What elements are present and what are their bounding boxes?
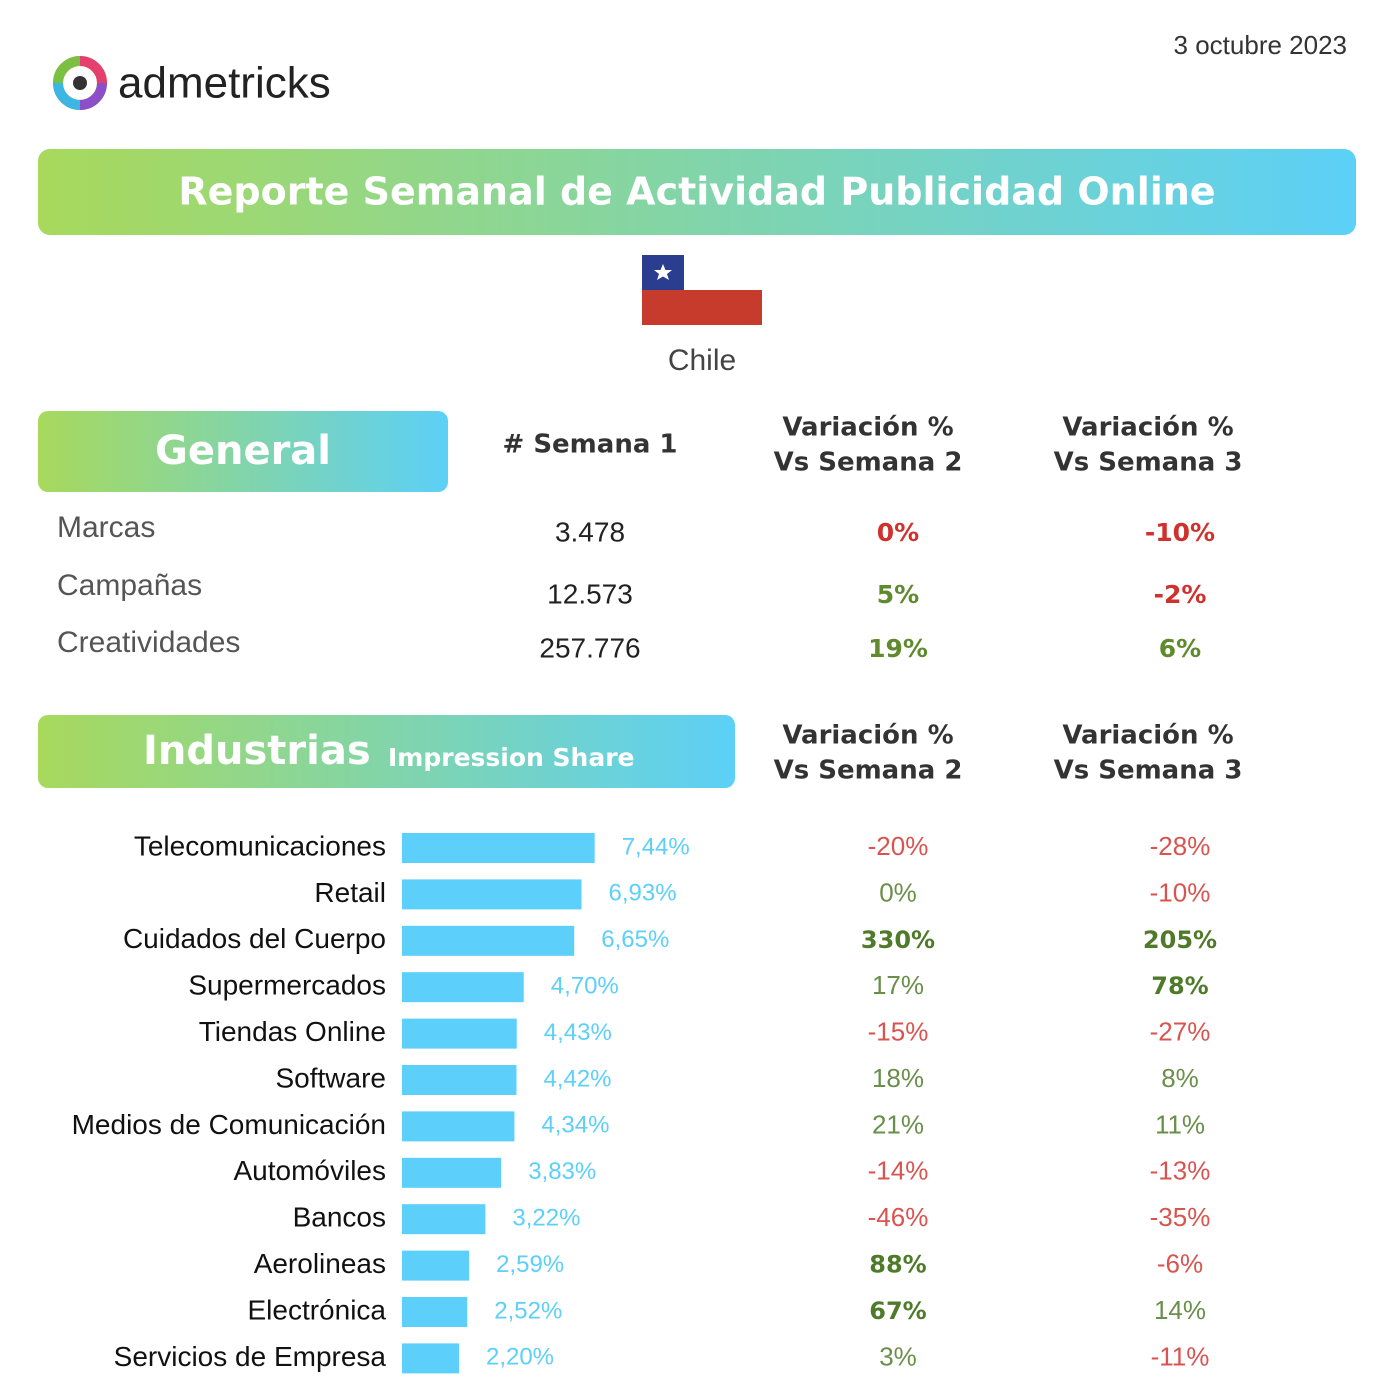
variation: 8% [1161, 1063, 1199, 1093]
category-label: Cuidados del Cuerpo [123, 923, 386, 954]
bar [402, 1204, 486, 1235]
report-title: Reporte Semanal de Actividad Publicidad … [178, 170, 1215, 214]
column-header: Variación % [1062, 721, 1233, 751]
variation: 11% [1155, 1109, 1205, 1139]
bar [402, 972, 524, 1003]
variation: -10% [1150, 877, 1211, 907]
cell: -2% [1154, 580, 1207, 609]
bar [402, 1111, 515, 1142]
category-label: Supermercados [188, 970, 386, 1001]
value-label: 4,43% [544, 1019, 612, 1046]
value-label: 2,52% [494, 1297, 562, 1324]
column-header: # Semana 1 [502, 430, 677, 460]
row-label: Campañas [57, 569, 202, 602]
column-header: Variación % [782, 413, 953, 443]
cell: 6% [1159, 634, 1201, 663]
variation: -35% [1150, 1202, 1211, 1232]
variation: -11% [1151, 1341, 1210, 1371]
variation: -28% [1150, 831, 1211, 861]
variation: -27% [1150, 1016, 1211, 1046]
value-label: 6,65% [601, 926, 669, 953]
bar [402, 1157, 502, 1188]
industries-title: Industrias [143, 728, 371, 774]
value-label: 2,59% [496, 1251, 564, 1278]
bar [402, 1297, 468, 1327]
cell: 12.573 [547, 578, 633, 609]
category-label: Aerolineas [254, 1248, 386, 1279]
bar [402, 1065, 517, 1095]
column-header: Vs Semana 3 [1054, 448, 1243, 478]
value-label: 3,83% [528, 1158, 596, 1185]
general-title: General [155, 428, 331, 474]
logo-text: admetricks [118, 59, 331, 108]
column-header: Vs Semana 3 [1054, 756, 1243, 786]
variation: 18% [872, 1063, 924, 1093]
value-label: 4,42% [543, 1065, 611, 1092]
variation: -6% [1157, 1248, 1203, 1278]
variation: 17% [872, 970, 924, 1000]
variation: 0% [879, 877, 917, 907]
variation: -20% [868, 831, 929, 861]
variation: -14% [868, 1156, 929, 1186]
value-label: 2,20% [486, 1344, 554, 1371]
variation: 3% [879, 1341, 917, 1371]
category-label: Retail [314, 877, 386, 908]
cell: 19% [868, 634, 928, 663]
bar [402, 1018, 517, 1049]
variation: 21% [872, 1109, 924, 1139]
value-label: 3,22% [512, 1205, 580, 1232]
bar [402, 925, 575, 956]
variation: 78% [1151, 972, 1208, 1000]
bar [402, 1343, 459, 1374]
category-label: Tiendas Online [199, 1016, 386, 1047]
value-label: 6,93% [608, 880, 676, 907]
date: 3 octubre 2023 [1174, 30, 1347, 60]
variation: 205% [1143, 926, 1217, 954]
bar [402, 1250, 470, 1281]
value-label: 7,44% [622, 833, 690, 860]
flag [642, 255, 762, 325]
column-header: Variación % [1062, 413, 1233, 443]
variation: 14% [1154, 1295, 1206, 1325]
category-label: Software [276, 1062, 387, 1093]
category-label: Telecomunicaciones [134, 830, 386, 861]
variation: 330% [861, 926, 935, 954]
title-banner [38, 149, 1356, 235]
bar [402, 879, 582, 910]
industries-banner [38, 715, 735, 788]
column-header: Vs Semana 2 [774, 756, 963, 786]
category-label: Servicios de Empresa [114, 1341, 387, 1372]
category-label: Bancos [293, 1202, 386, 1233]
cell: 257.776 [539, 632, 640, 663]
row-label: Creatividades [57, 626, 240, 659]
value-label: 4,70% [551, 973, 619, 1000]
bar [402, 833, 595, 863]
cell: 5% [877, 580, 919, 609]
cell: -10% [1145, 518, 1215, 547]
variation: -13% [1150, 1156, 1211, 1186]
category-label: Medios de Comunicación [72, 1109, 386, 1140]
general-banner [38, 411, 448, 492]
country: Chile [668, 344, 736, 377]
industries-subtitle: Impression Share [388, 743, 635, 772]
category-label: Automóviles [233, 1155, 386, 1186]
row-label: Marcas [57, 511, 155, 544]
column-header: Variación % [782, 721, 953, 751]
variation: -46% [868, 1202, 929, 1232]
column-header: Vs Semana 2 [774, 448, 963, 478]
variation: -15% [868, 1016, 929, 1046]
value-label: 4,34% [541, 1112, 609, 1139]
variation: 88% [869, 1251, 926, 1279]
cell: 0% [877, 518, 919, 547]
cell: 3.478 [555, 516, 625, 547]
logo-icon [53, 56, 107, 110]
variation: 67% [869, 1297, 926, 1325]
category-label: Electrónica [247, 1294, 386, 1325]
